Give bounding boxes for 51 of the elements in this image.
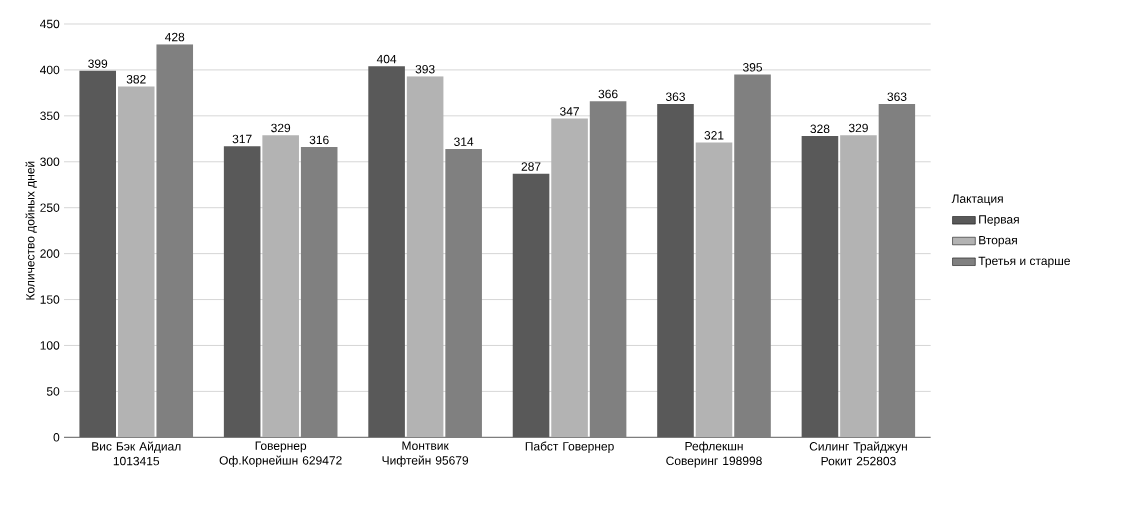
y-tick-label: 300 <box>40 157 60 167</box>
data-label: 399 <box>88 59 108 69</box>
data-label: 329 <box>848 123 868 133</box>
bar <box>589 101 627 438</box>
bar <box>156 44 194 438</box>
y-tick-label: 100 <box>40 341 60 350</box>
y-tick-label: 400 <box>39 65 60 75</box>
data-label: 317 <box>232 134 252 144</box>
y-tick-label: 150 <box>40 295 60 304</box>
bar <box>734 74 771 438</box>
data-label: 393 <box>415 65 435 74</box>
x-tick-label: Пабст Говернер <box>525 441 614 454</box>
y-tick-label: 0 <box>53 433 60 442</box>
y-tick-label: 250 <box>40 203 60 213</box>
y-tick-label: 350 <box>40 111 60 121</box>
bar <box>657 104 694 438</box>
x-tick-label: Силинг Трайджун Рокит 252803 <box>809 441 907 466</box>
data-label: 366 <box>598 89 618 99</box>
bar <box>878 104 916 438</box>
x-tick-label: Рефлекшн Соверинг 198998 <box>666 441 762 468</box>
y-tick-label: 200 <box>40 249 60 259</box>
data-label: 363 <box>665 92 685 102</box>
bar <box>512 173 550 438</box>
data-label: 363 <box>887 92 907 102</box>
data-label: 314 <box>454 137 474 147</box>
legend-title: Лактация <box>951 194 1003 206</box>
legend-label: Третья и старше <box>978 256 1070 268</box>
data-label: 321 <box>704 131 724 140</box>
legend-label: Вторая <box>979 236 1017 247</box>
data-label: 328 <box>810 124 830 134</box>
data-label: 382 <box>126 75 146 84</box>
bar <box>368 66 405 438</box>
data-label: 347 <box>560 107 579 116</box>
bar <box>300 147 338 438</box>
x-tick-label: Говернер Оф.Корнейшн 629472 <box>219 441 342 468</box>
bar <box>79 71 117 438</box>
data-label: 316 <box>309 135 329 145</box>
x-tick-label: Монтвик Чифтейн 95679 <box>382 441 469 468</box>
bar <box>445 149 482 438</box>
data-label: 395 <box>742 63 763 72</box>
data-label: 428 <box>165 32 185 42</box>
y-tick-label: 450 <box>39 19 60 29</box>
bar <box>801 136 839 438</box>
data-label: 404 <box>376 54 397 64</box>
legend-label: Первая <box>979 215 1019 227</box>
y-axis-title: Количество дойных дней <box>25 161 37 300</box>
y-tick-label: 50 <box>46 387 60 396</box>
bar <box>223 146 261 438</box>
data-label: 329 <box>271 123 291 133</box>
data-label: 287 <box>521 162 541 171</box>
x-tick-label: Вис Бэк Айдиал 1013415 <box>92 441 181 466</box>
